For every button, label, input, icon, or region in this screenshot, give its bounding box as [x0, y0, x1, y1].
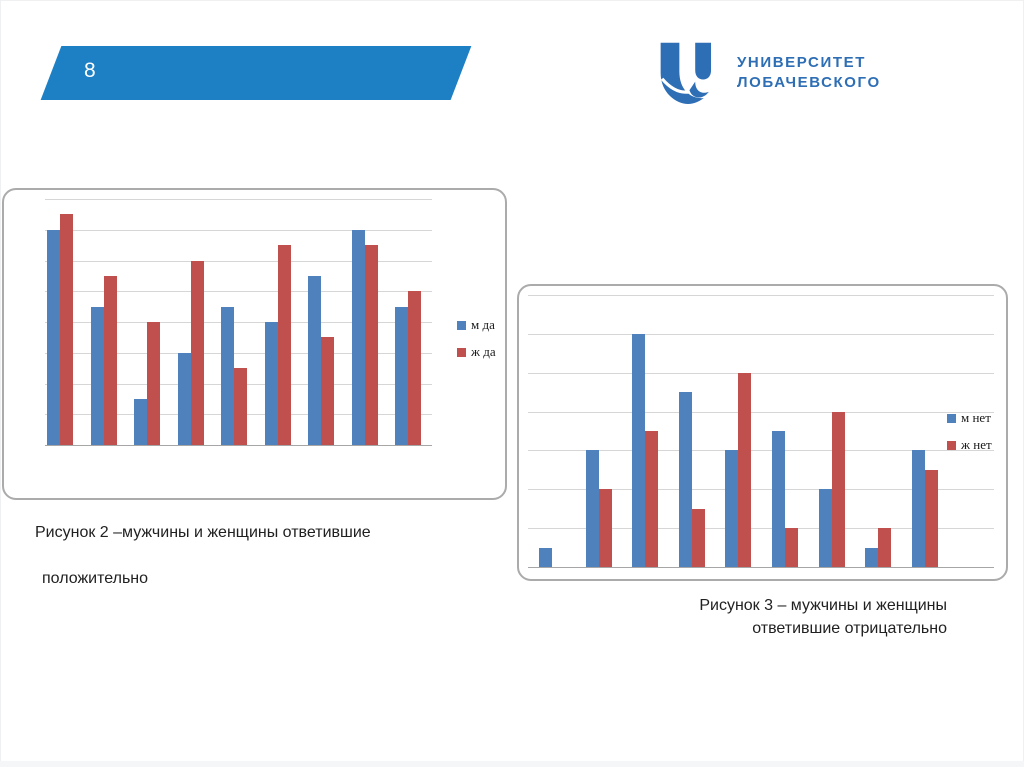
figure2-bar-plot: [45, 199, 432, 446]
bar-ж-да: [103, 275, 117, 445]
bar-ж-да: [364, 245, 378, 445]
gridline: [45, 352, 432, 354]
figure2-caption-line2: положительно: [42, 570, 149, 587]
x-axis-line: [45, 445, 432, 446]
legend-swatch-icon: [457, 320, 466, 330]
figure3-legend: м нет ж нет: [947, 410, 992, 453]
bar-ж-да: [60, 214, 73, 445]
bar-м-нет: [539, 547, 552, 567]
logo-text-line2: ЛОБАЧЕВСКОГО: [737, 74, 881, 91]
gridline: [528, 450, 994, 452]
figure3-caption: Рисунок 3 – мужчины и женщины ответившие…: [600, 595, 947, 640]
legend-item: ж да: [457, 344, 496, 360]
legend-item: ж нет: [947, 437, 992, 453]
figure2-chart-card: м да ж да: [2, 188, 507, 500]
bar-ж-да: [234, 368, 247, 445]
bar-ж-да: [147, 322, 160, 445]
bar-ж-да: [321, 337, 334, 445]
legend-swatch-icon: [947, 440, 956, 450]
slide-number-banner: [40, 46, 472, 100]
bar-ж-нет: [831, 411, 845, 567]
bar-м-да: [395, 306, 408, 445]
legend-item: м нет: [947, 410, 992, 426]
bar-м-да: [134, 398, 147, 445]
legend-swatch-icon: [947, 413, 956, 423]
bar-ж-да: [277, 245, 291, 445]
legend-label: ж да: [471, 344, 496, 359]
legend-label: м нет: [961, 410, 991, 425]
legend-swatch-icon: [457, 347, 466, 357]
logo-text: УНИВЕРСИТЕТ ЛОБАЧЕВСКОГО: [737, 53, 881, 93]
bar-м-да: [47, 229, 60, 445]
gridline: [45, 260, 432, 262]
gridline: [528, 333, 994, 335]
gridline: [45, 291, 432, 293]
slide-number: 8: [84, 59, 96, 82]
legend-label: м да: [471, 317, 495, 332]
bar-ж-нет: [598, 489, 612, 567]
bar-м-нет: [678, 392, 692, 567]
bar-м-да: [221, 306, 234, 445]
bar-ж-нет: [691, 508, 705, 567]
bar-ж-нет: [738, 372, 752, 567]
bar-м-нет: [911, 450, 925, 567]
bar-ж-да: [408, 291, 421, 445]
figure3-chart-card: м нет ж нет: [517, 284, 1008, 581]
bar-ж-нет: [878, 528, 892, 567]
legend-item: м да: [457, 317, 496, 333]
bar-ж-нет: [785, 528, 798, 567]
bar-м-нет: [585, 450, 599, 567]
figure2-caption-line1: Рисунок 2 –мужчины и женщины ответившие: [35, 524, 371, 541]
gridline: [528, 411, 994, 413]
bar-м-да: [351, 229, 365, 445]
figure3-caption-line2: ответившие отрицательно: [752, 619, 947, 637]
bar-м-нет: [865, 547, 879, 567]
lobachevsky-u-icon: [660, 39, 724, 104]
university-logo: УНИВЕРСИТЕТ ЛОБАЧЕВСКОГО: [652, 36, 881, 110]
bar-ж-нет: [924, 469, 938, 567]
bar-м-нет: [725, 450, 739, 567]
figure3-bar-plot: [528, 295, 994, 568]
bottom-strip: [0, 761, 1024, 767]
x-axis-line: [528, 567, 994, 568]
bar-ж-да: [190, 260, 204, 445]
logo-text-line1: УНИВЕРСИТЕТ: [737, 54, 866, 71]
gridline: [45, 322, 432, 323]
bar-м-нет: [772, 431, 785, 567]
gridline: [528, 372, 994, 374]
bar-м-нет: [818, 489, 832, 567]
bar-м-да: [90, 306, 104, 445]
gridline: [528, 528, 994, 530]
gridline: [45, 199, 432, 200]
bar-м-да: [308, 275, 321, 445]
bar-м-да: [264, 322, 278, 445]
bar-м-да: [177, 352, 191, 445]
gridline: [528, 489, 994, 491]
bar-ж-нет: [645, 431, 659, 567]
figure2-legend: м да ж да: [457, 317, 496, 360]
legend-label: ж нет: [961, 437, 992, 452]
bar-м-нет: [632, 333, 646, 567]
figure3-caption-line1: Рисунок 3 – мужчины и женщины: [699, 597, 947, 614]
gridline: [528, 295, 994, 296]
gridline: [45, 229, 432, 231]
